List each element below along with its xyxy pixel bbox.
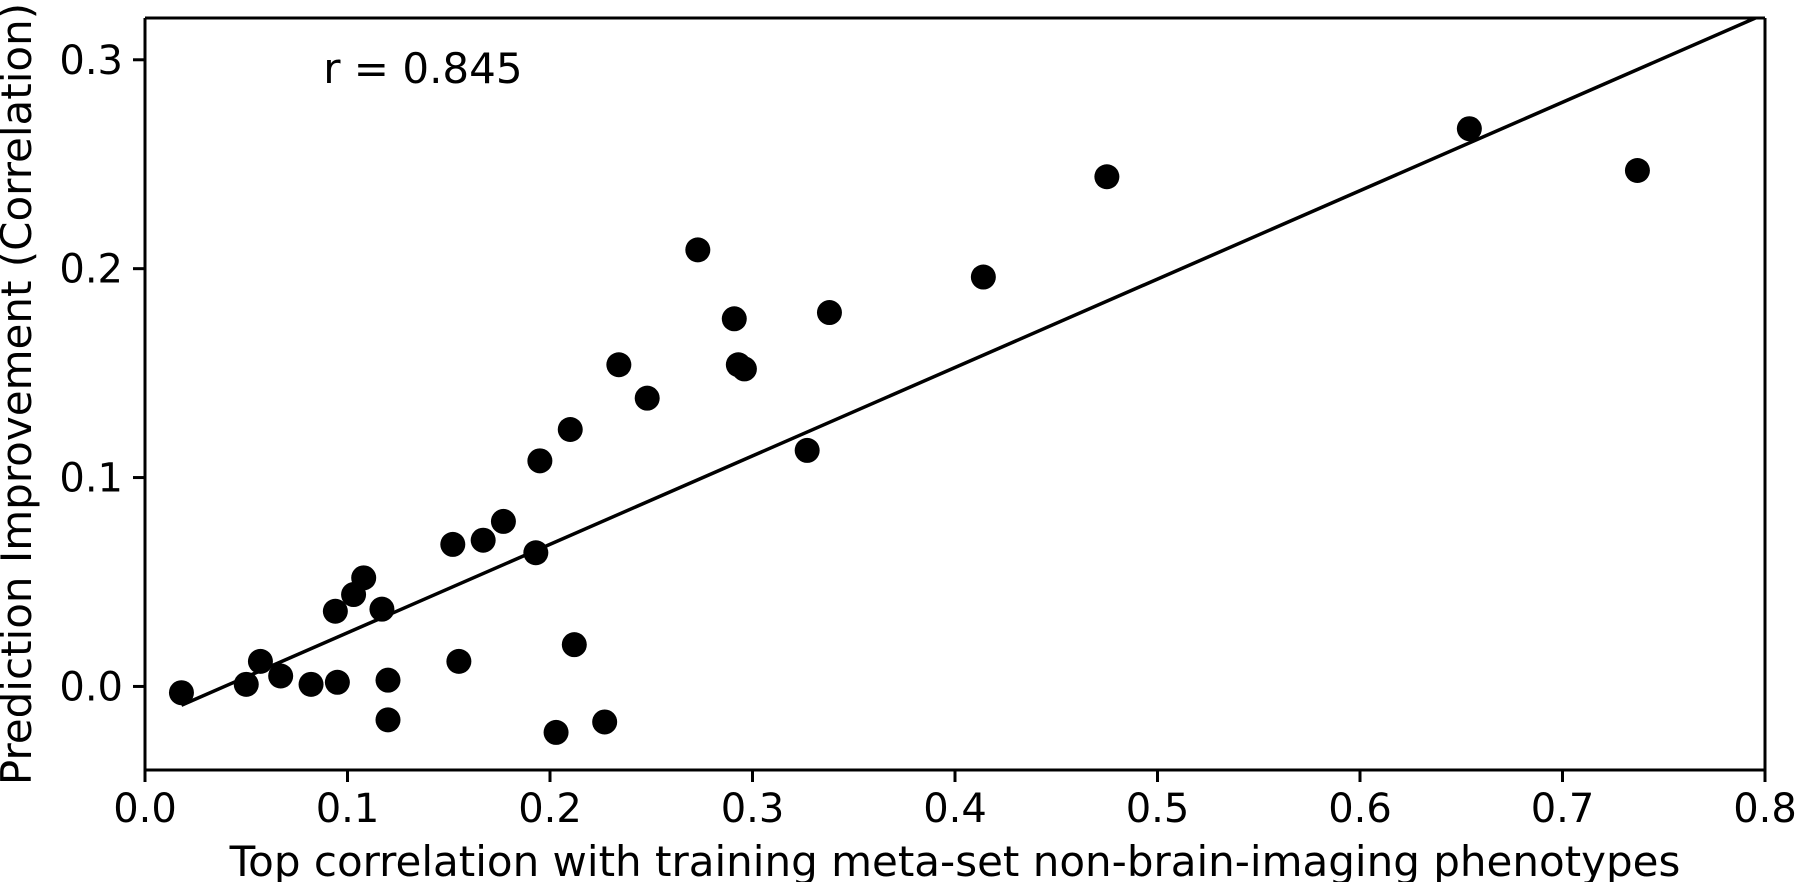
x-tick-label: 0.5 [1126,786,1190,832]
x-tick-label: 0.6 [1328,786,1392,832]
correlation-annotation: r = 0.845 [323,44,522,93]
regression-line [181,14,1765,705]
data-point [491,509,516,534]
data-point [562,632,587,657]
data-point [685,237,710,262]
data-point [635,386,660,411]
data-point [446,649,471,674]
data-point [592,709,617,734]
data-point [369,597,394,622]
data-point [606,352,631,377]
x-tick-label: 0.1 [316,786,380,832]
data-point [169,680,194,705]
x-tick-label: 0.0 [113,786,177,832]
data-point [268,664,293,689]
data-point [544,720,569,745]
y-tick-label: 0.1 [59,456,123,502]
data-point [722,306,747,331]
data-point [440,532,465,557]
data-point [732,356,757,381]
data-point [325,670,350,695]
data-point [299,672,324,697]
x-tick-label: 0.8 [1733,786,1797,832]
y-axis-label: Prediction Improvement (Correlation) [0,3,41,785]
data-point [523,540,548,565]
data-point [1094,164,1119,189]
data-point [558,417,583,442]
data-point [817,300,842,325]
plot-area [169,14,1765,745]
x-tick-label: 0.4 [923,786,987,832]
data-point [351,565,376,590]
data-point [376,707,401,732]
x-tick-label: 0.7 [1531,786,1595,832]
scatter-chart: 0.0 0.1 0.2 0.3 0.4 0.5 0.6 0.7 0.8 0.0 0.1 0.2 0.3 T… [0,0,1800,882]
data-point [971,265,996,290]
x-tick-label: 0.2 [518,786,582,832]
data-point [234,672,259,697]
x-tick-label: 0.3 [721,786,785,832]
y-tick-label: 0.0 [59,664,123,710]
data-point [1625,158,1650,183]
data-point [248,649,273,674]
x-axis-label: Top correlation with training meta-set n… [229,837,1681,882]
data-point [1457,116,1482,141]
data-point [795,438,820,463]
data-point [527,448,552,473]
chart-svg: 0.0 0.1 0.2 0.3 0.4 0.5 0.6 0.7 0.8 0.0 0.1 0.2 0.3 T… [0,0,1800,882]
y-tick-label: 0.3 [59,38,123,84]
y-tick-label: 0.2 [59,247,123,293]
data-point [376,668,401,693]
data-point [471,528,496,553]
